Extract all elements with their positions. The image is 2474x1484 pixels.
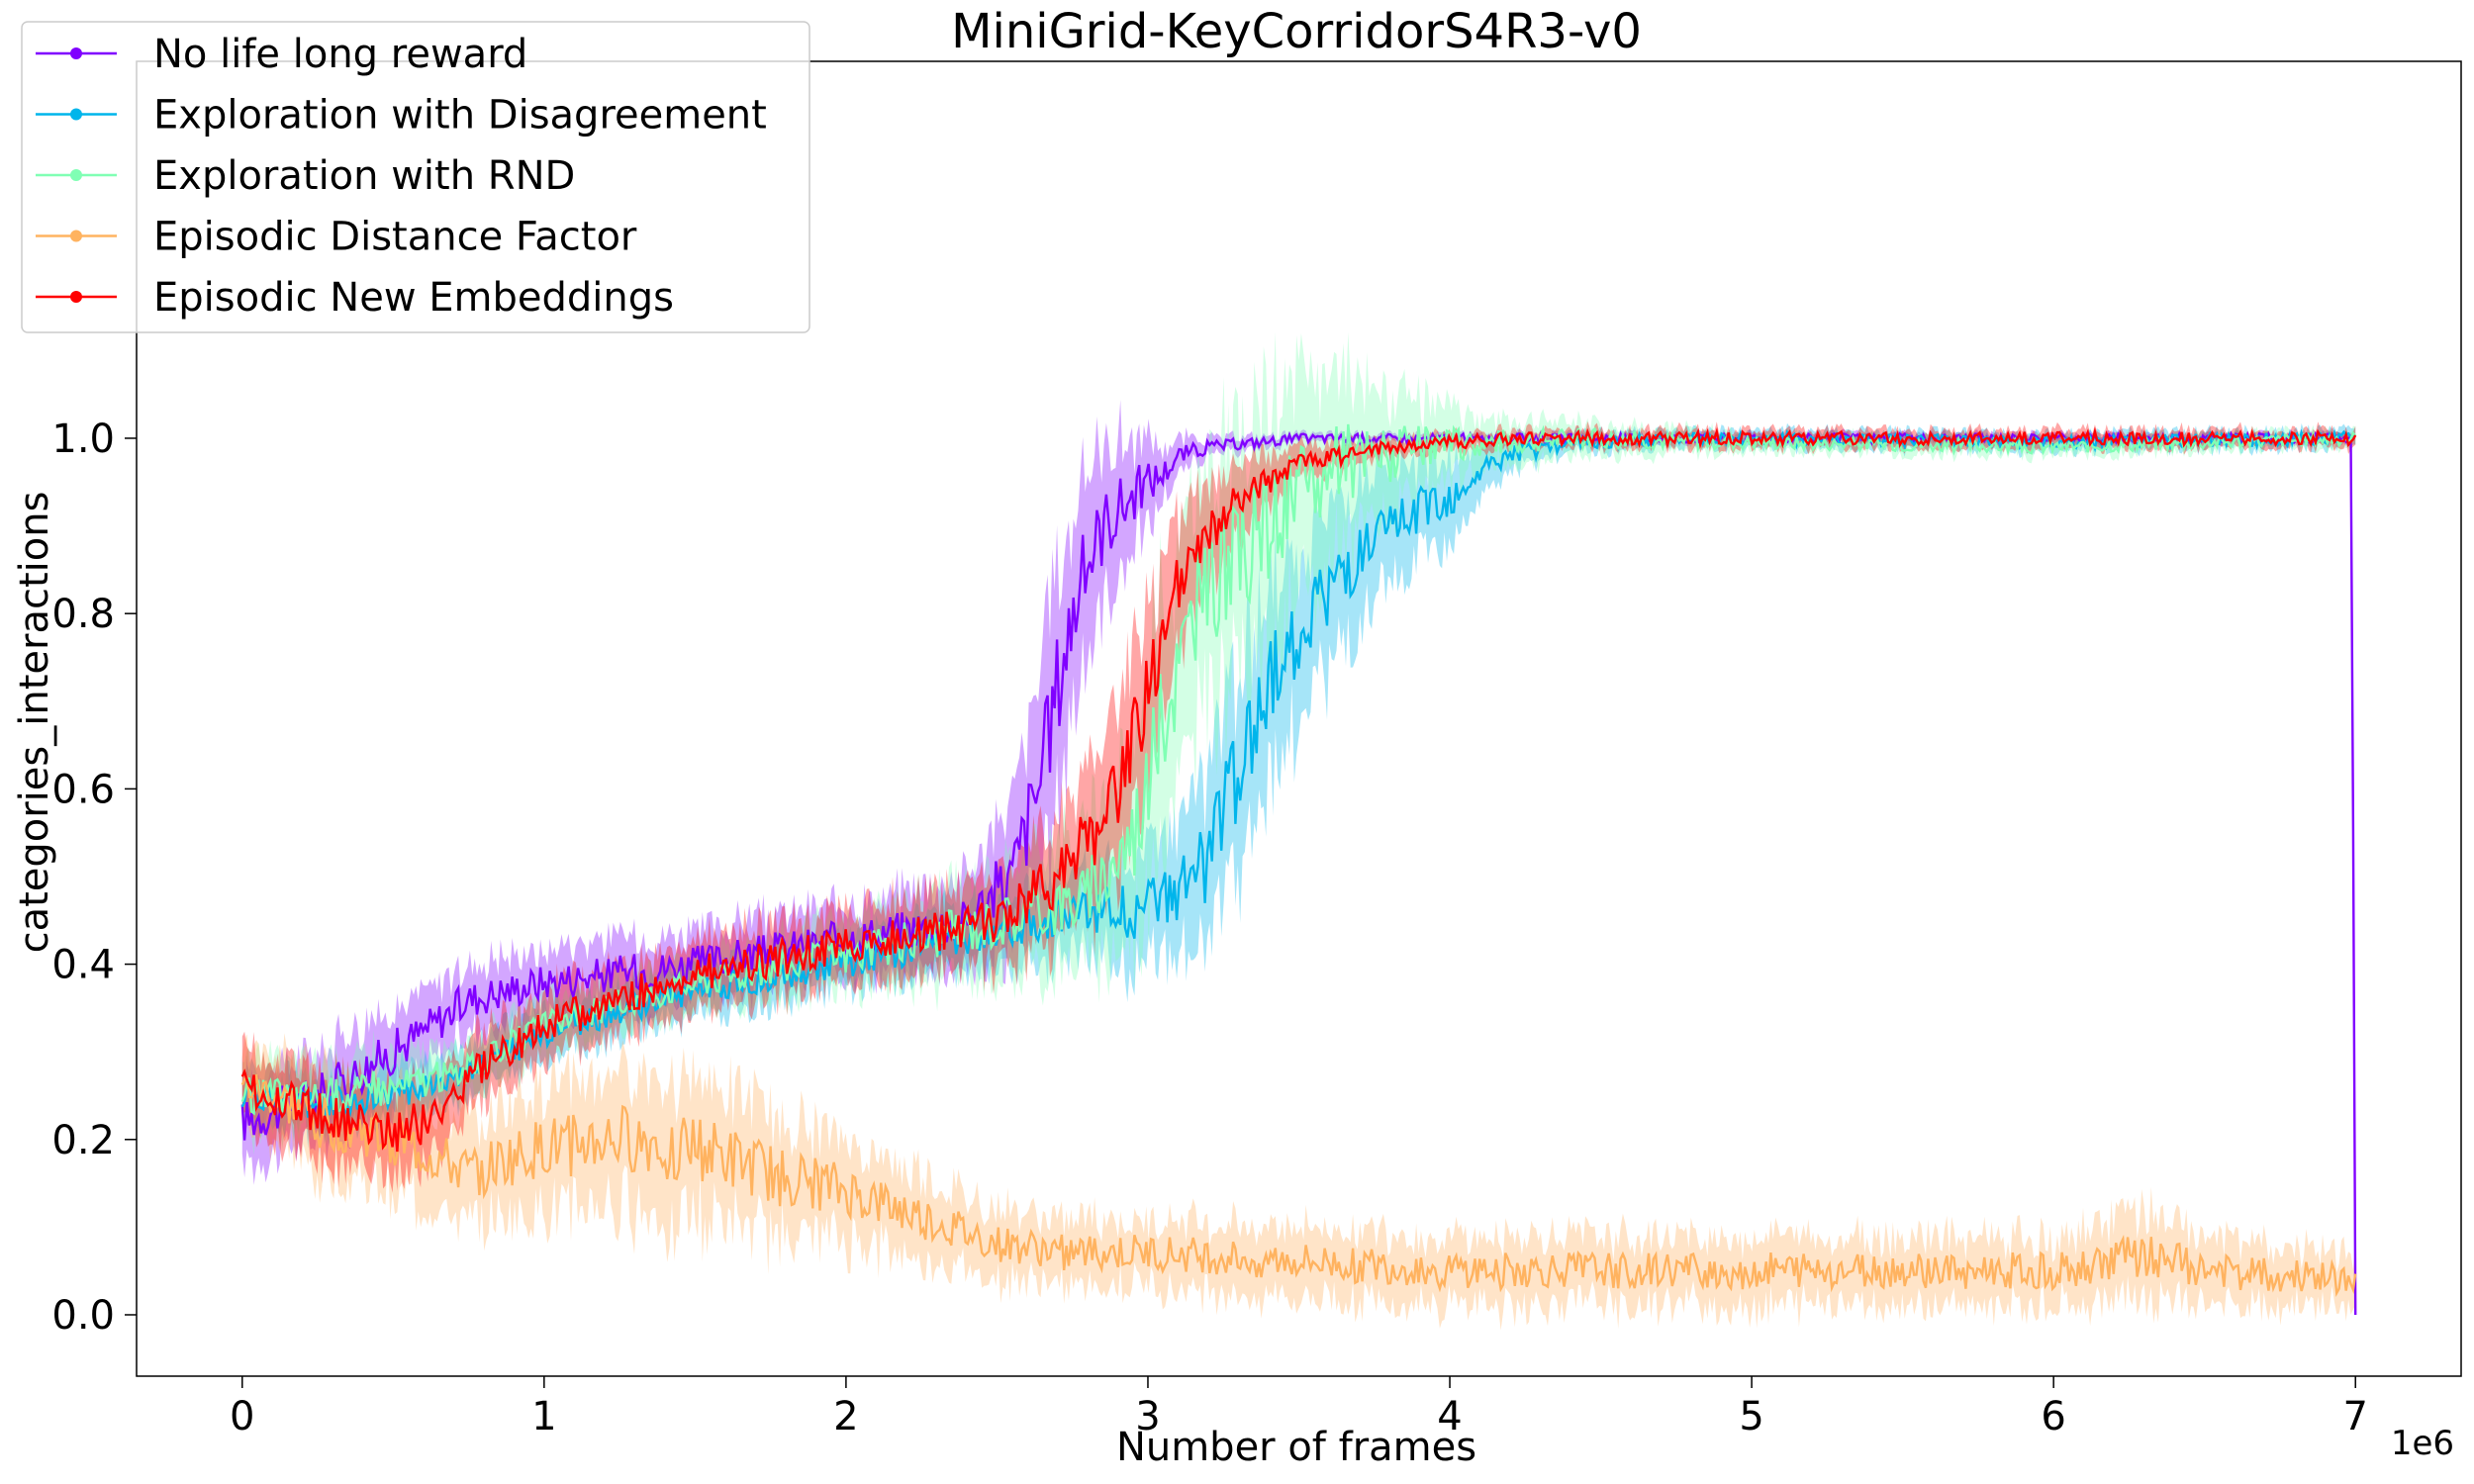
y-axis-label: categories_interactions — [12, 492, 57, 954]
legend-label: Exploration with RND — [153, 153, 575, 199]
y-tick-label: 0.2 — [51, 1118, 115, 1163]
y-tick-label: 0.0 — [51, 1293, 115, 1339]
y-tick-label: 0.8 — [51, 592, 115, 637]
y-tick-label: 0.4 — [51, 943, 115, 988]
x-tick-label: 0 — [230, 1394, 254, 1439]
plot-frame — [136, 60, 2462, 1377]
legend-marker — [70, 230, 82, 242]
series-band-4 — [241, 1033, 2356, 1331]
legend-label: No life long reward — [153, 32, 527, 77]
y-tick-label: 1.0 — [51, 417, 115, 462]
legend-label: Episodic Distance Factor — [153, 215, 637, 260]
legend-entry: Episodic New Embeddings — [36, 275, 674, 321]
legend-label: Exploration with Disagreement — [153, 93, 767, 139]
series-line-3 — [240, 423, 2357, 1116]
x-tick-label: 4 — [1437, 1394, 1462, 1439]
legend-entry: Episodic Distance Factor — [36, 215, 637, 260]
x-tick-label: 5 — [1739, 1394, 1763, 1439]
series-line-2 — [240, 428, 2356, 1118]
y-axis: 0.0 0.2 0.4 0.6 0.8 1.0 — [51, 417, 137, 1339]
chart-title: MiniGrid-KeyCorridorS4R3-v0 — [951, 4, 1642, 59]
x-axis-label: Number of frames — [1116, 1425, 1476, 1470]
y-tick-label: 0.6 — [51, 767, 115, 812]
legend-entry: No life long reward — [36, 32, 527, 77]
x-tick-label: 6 — [2041, 1394, 2065, 1439]
legend-marker — [70, 108, 82, 121]
legend: No life long reward Exploration with Disa… — [21, 21, 810, 333]
series-line-4 — [240, 1073, 2357, 1297]
series-lines — [240, 423, 2357, 1316]
x-tick-label: 7 — [2343, 1394, 2368, 1439]
series-line-5 — [240, 426, 2357, 1153]
x-axis: 0 1 2 3 4 5 6 7 — [230, 1376, 2368, 1439]
x-tick-label: 1 — [531, 1394, 556, 1439]
x-axis-offset-label: 1e6 — [2391, 1424, 2454, 1463]
legend-marker — [70, 47, 82, 59]
series-band-2 — [241, 422, 2356, 1149]
series-band-5 — [241, 420, 2356, 1193]
legend-entry: Exploration with RND — [36, 153, 575, 199]
legend-label: Episodic New Embeddings — [153, 275, 674, 321]
legend-entry: Exploration with Disagreement — [36, 93, 767, 139]
legend-marker — [70, 169, 82, 181]
legend-box — [21, 21, 810, 333]
legend-marker — [70, 291, 82, 303]
x-tick-label: 2 — [833, 1394, 858, 1439]
x-tick-label: 3 — [1135, 1394, 1160, 1439]
